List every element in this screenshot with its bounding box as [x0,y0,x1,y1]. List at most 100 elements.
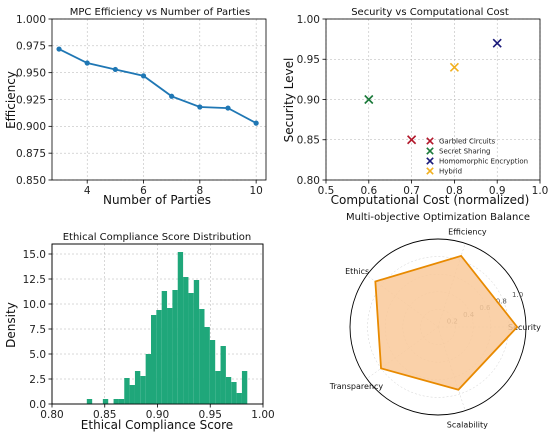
histogram-bar [140,376,146,404]
axes-frame [51,243,264,405]
x-tick-label: 8 [196,185,203,197]
histogram-bar [118,399,125,404]
histogram-compliance: Ethical Compliance Score Distribution Et… [4,232,275,432]
legend: Garbled Circuits Secret Sharing Homomorphi… [439,138,528,176]
histogram-bar [134,371,141,404]
histogram-bar [86,399,93,404]
legend-label: Garbled Circuits [439,138,495,146]
x-axis-label: Ethical Compliance Score [81,418,233,432]
marker-stroke [426,167,434,175]
radar-tick-label: 1.0 [512,291,523,299]
x-tick-label: 0.9 [489,185,506,197]
data-point [225,105,231,111]
y-tick-label: 0.975 [16,41,46,53]
chart-title: Ethical Compliance Score Distribution [63,232,252,243]
y-tick-label: 1.00 [297,14,320,26]
x-tick-label: 0.8 [446,185,463,197]
histogram-bar [215,371,221,404]
x-tick-label: 4 [84,185,91,197]
scatter-point [449,62,459,72]
histogram-bar [183,277,189,404]
x-tick-label: 10 [249,185,262,197]
x-tick-label: 1.00 [251,409,274,421]
x-tick-label: 0.95 [199,409,222,421]
y-tick-label: 12.5 [23,274,46,286]
y-tick-label: 10.0 [23,299,46,311]
x-axis-label: Number of Parties [103,193,211,207]
histogram-bar [177,252,184,404]
histogram-bar [161,291,168,404]
y-tick-label: 0.95 [297,54,320,66]
marker-stroke [426,157,434,165]
x-tick-label: 0.6 [360,185,377,197]
radar-axis-label: Ethics [345,267,369,276]
x-tick-label: 1.0 [532,185,549,197]
x-tick-label: 0.85 [93,409,116,421]
data-point [56,46,62,52]
histogram-bar [220,346,226,404]
chart-title: MPC Efficiency vs Number of Parties [70,7,251,18]
data-point [140,73,147,79]
y-tick-label: 2.5 [29,374,46,386]
y-tick-label: 0.0 [29,399,46,411]
radar-tick-label: 0.8 [496,298,507,306]
histogram-bar [188,293,194,404]
data-point [197,104,203,110]
y-tick-label: 0.925 [16,94,46,106]
legend-marker [426,167,434,175]
data-point [253,120,259,126]
y-tick-label: 5.0 [29,349,46,361]
x-tick-label: 6 [140,185,147,197]
radar-axis-label: Efficiency [448,228,487,237]
legend-label: Homomorphic Encryption [439,158,528,166]
marker-stroke [492,38,502,48]
efficiency-line [58,48,257,124]
histogram-bar [231,382,237,404]
radar-axis-label: Transparency [329,382,384,391]
y-tick-label: 0.90 [297,94,320,106]
radar-axis-label: Security [508,323,541,332]
data-point [169,93,175,99]
y-tick-label: 0.85 [297,135,320,147]
y-tick-label: 0.850 [16,175,46,187]
axes-frame [325,18,541,181]
scatter-point [407,135,417,145]
histogram-bar [167,308,173,404]
legend-marker [426,157,434,165]
histogram-bar [129,385,135,404]
radar-chart-balance: Multi-objective Optimization Balance Sec… [329,212,541,429]
histogram-bar [236,393,242,404]
legend-marker [426,147,434,155]
histogram-bar [225,377,232,404]
x-tick-label: 0.90 [146,409,169,421]
y-tick-label: 0.950 [16,67,46,79]
y-tick-label: 1.000 [16,14,46,26]
histogram-bar [124,378,130,404]
data-point [112,66,118,73]
histogram-bar [156,310,162,404]
histogram-bar [151,315,157,404]
marker-stroke [364,94,374,105]
y-tick-label: 0.875 [16,148,46,160]
y-axis-label: Density [4,302,18,348]
y-tick-label: 0.900 [16,121,46,133]
chart-title: Security vs Computational Cost [351,7,509,18]
histogram-bar [145,354,152,404]
x-tick-label: 0.80 [40,409,63,421]
histogram-bar [102,399,109,404]
scatter-chart-security: Security vs Computational Cost Computati… [282,7,548,207]
y-tick-label: 0.80 [297,175,320,187]
marker-stroke [426,137,434,145]
data-point [84,60,90,66]
chart-title: Multi-objective Optimization Balance [346,212,530,223]
marker-stroke [426,147,434,155]
axes-frame [51,18,267,181]
scatter-point [492,38,502,48]
line-chart-efficiency: MPC Efficiency vs Number of Parties Numb… [4,7,267,207]
legend-label: Hybrid [439,168,462,176]
y-axis-label: Efficiency [4,71,18,129]
legend-label: Secret Sharing [439,148,490,156]
histogram-bar [172,290,178,404]
legend-marker [426,137,434,145]
